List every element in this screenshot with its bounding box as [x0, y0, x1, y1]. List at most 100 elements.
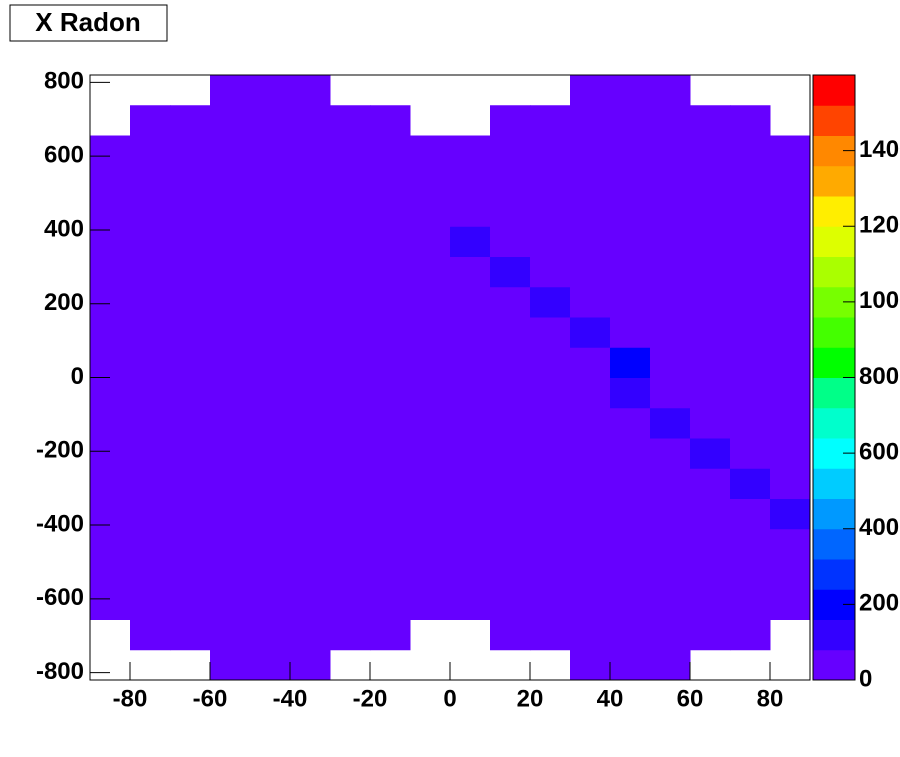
heatmap-cell	[370, 196, 411, 227]
heatmap-cell	[250, 165, 291, 197]
heatmap-cell	[530, 226, 571, 257]
heatmap-cell	[170, 407, 211, 439]
heatmap-cell	[770, 407, 811, 439]
heatmap-cell	[90, 226, 131, 257]
heatmap-cell	[170, 438, 211, 469]
x-tick-label: -60	[193, 685, 228, 712]
heatmap-cell	[410, 438, 451, 469]
chart-title: X Radon	[35, 7, 140, 37]
heatmap-cell	[770, 468, 811, 499]
heatmap-cell	[210, 649, 251, 681]
heatmap-cell	[170, 498, 211, 530]
heatmap-cell	[330, 377, 371, 409]
heatmap-cell	[650, 226, 691, 257]
heatmap-cell	[290, 407, 331, 439]
heatmap-cell	[610, 589, 651, 620]
heatmap-cell	[610, 256, 651, 288]
heatmap-cell	[650, 468, 691, 499]
heatmap-cell	[450, 347, 491, 378]
heatmap-cell	[610, 105, 651, 136]
heatmap-cell	[610, 75, 651, 106]
heatmap-cell	[130, 438, 171, 469]
heatmap-cell	[570, 105, 611, 136]
heatmap-cell	[650, 196, 691, 227]
heatmap-cell	[370, 559, 411, 590]
heatmap-cell	[370, 317, 411, 348]
heatmap-cell	[610, 649, 651, 681]
heatmap-cell	[730, 559, 771, 590]
x-tick-label: 80	[757, 685, 784, 712]
heatmap-cell	[250, 256, 291, 288]
heatmap-cell	[290, 105, 331, 136]
heatmap-cell	[130, 468, 171, 499]
heatmap-cell	[650, 559, 691, 590]
heatmap-cell	[650, 75, 691, 106]
heatmap-cell	[330, 135, 371, 167]
heatmap-cell	[250, 649, 291, 681]
heatmap-cell	[370, 165, 411, 197]
palette-band	[813, 559, 855, 590]
heatmap-cell	[370, 256, 411, 288]
heatmap-cell	[410, 135, 451, 167]
heatmap-cell	[650, 105, 691, 136]
heatmap-cell	[90, 468, 131, 499]
heatmap-cell	[490, 498, 531, 530]
heatmap-cell	[210, 165, 251, 197]
heatmap-cell	[770, 226, 811, 257]
heatmap-cell	[450, 196, 491, 227]
heatmap-cell	[490, 226, 531, 257]
heatmap-cell	[170, 589, 211, 620]
heatmap-cell	[530, 165, 571, 197]
heatmap-cell	[130, 256, 171, 288]
heatmap-cell	[690, 135, 731, 167]
heatmap-cell	[770, 196, 811, 227]
heatmap-cell	[490, 165, 531, 197]
heatmap-cell	[290, 286, 331, 318]
heatmap-cell	[370, 105, 411, 136]
heatmap-cell	[450, 559, 491, 590]
heatmap-cell	[90, 589, 131, 620]
heatmap-cell	[650, 649, 691, 681]
heatmap-cell	[730, 165, 771, 197]
heatmap-cell	[290, 528, 331, 560]
heatmap-cell	[370, 407, 411, 439]
heatmap-cell	[170, 286, 211, 318]
y-tick-label: -600	[36, 584, 84, 611]
heatmap-cell	[410, 347, 451, 378]
heatmap-cell	[610, 528, 651, 560]
heatmap-cell	[290, 377, 331, 409]
heatmap-cell	[130, 528, 171, 560]
heatmap-cell	[330, 105, 371, 136]
heatmap-cell	[650, 256, 691, 288]
heatmap-cell	[690, 619, 731, 651]
heatmap-cell	[330, 559, 371, 590]
heatmap-cell	[570, 165, 611, 197]
heatmap-cell	[410, 196, 451, 227]
heatmap-cell	[330, 498, 371, 530]
heatmap-cell	[130, 559, 171, 590]
heatmap-cell	[370, 286, 411, 318]
heatmap-cell	[210, 559, 251, 590]
heatmap-cell	[690, 407, 731, 439]
heatmap-cell	[650, 286, 691, 318]
y-tick-label: 400	[44, 215, 84, 242]
palette-band	[813, 347, 855, 378]
heatmap-cell	[570, 226, 611, 257]
heatmap-cell	[410, 468, 451, 499]
z-tick-label: 200	[859, 590, 899, 617]
heatmap-cell	[330, 286, 371, 318]
heatmap-cell	[250, 105, 291, 136]
heatmap-cell	[170, 196, 211, 227]
heatmap-cell	[290, 165, 331, 197]
heatmap-cell	[690, 256, 731, 288]
heatmap-cell	[290, 226, 331, 257]
heatmap-cell	[130, 317, 171, 348]
heatmap-cell	[610, 438, 651, 469]
heatmap-cell	[170, 619, 211, 651]
heatmap-cell	[210, 75, 251, 106]
heatmap-cell	[490, 196, 531, 227]
heatmap-cell	[730, 498, 771, 530]
heatmap-cell	[730, 528, 771, 560]
heatmap-cell	[170, 105, 211, 136]
